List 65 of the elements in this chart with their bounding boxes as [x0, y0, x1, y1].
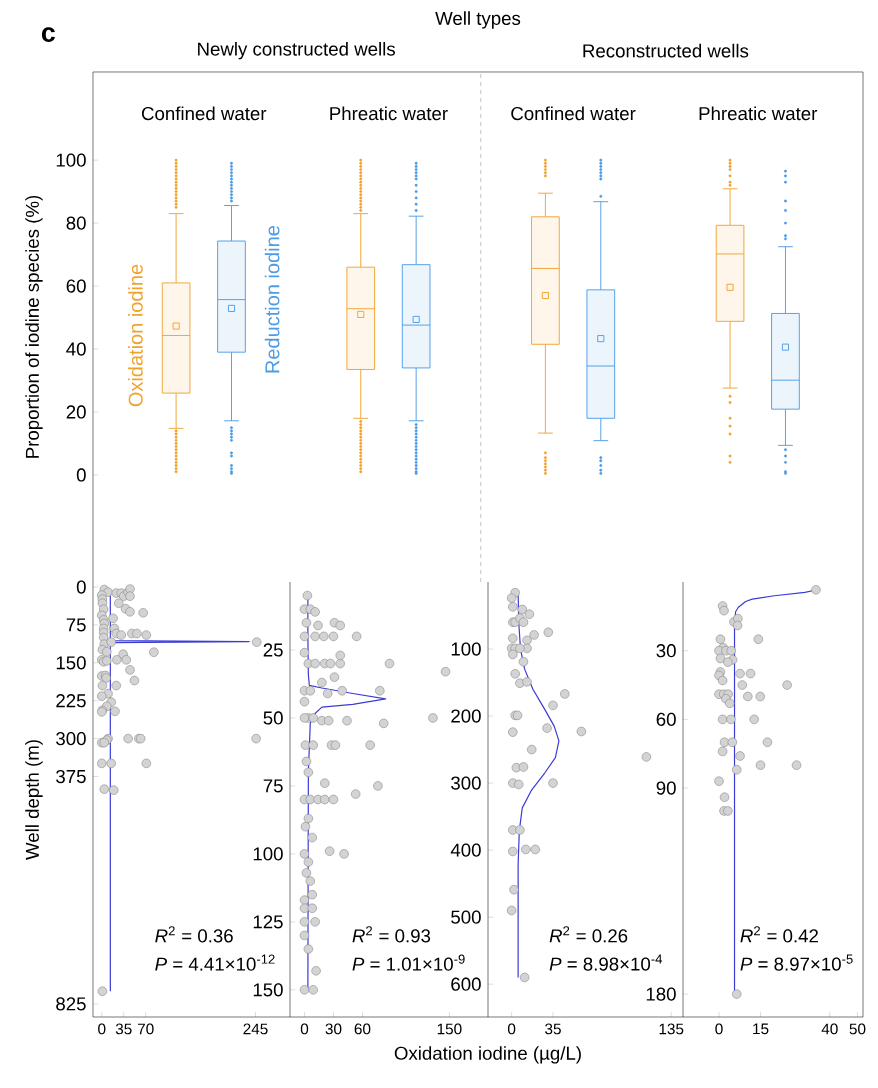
- text: c: [41, 27, 55, 42]
- x-tick-label: 15: [753, 1023, 769, 1035]
- x-tick-label: Confined water: [141, 106, 267, 121]
- x-tick-label: 35: [115, 1023, 132, 1035]
- y-tick-label: 600: [451, 977, 481, 991]
- x-tick-label: 0: [715, 1023, 723, 1035]
- y-tick-label: 30: [656, 644, 676, 658]
- y-tick-label: 75: [263, 779, 283, 793]
- y-tick-label: 150: [56, 656, 86, 670]
- y-tick-label: 200: [451, 709, 481, 723]
- x-tick-label: 135: [659, 1023, 684, 1035]
- y-tick-label: 100: [253, 847, 283, 861]
- y-tick-label: 90: [656, 781, 676, 795]
- y-tick-label: 100: [451, 642, 481, 656]
- chart-title: Well types: [435, 11, 521, 29]
- y-tick-label: 180: [646, 987, 676, 1001]
- x-tick-label: 30: [325, 1023, 342, 1035]
- y-tick-label: 25: [263, 643, 283, 657]
- x-tick-label: 0: [507, 1023, 516, 1035]
- x-tick-label: Phreatic water: [699, 106, 818, 121]
- annotation: R$^{2}$ = 0.36: [155, 926, 233, 943]
- x-axis-title: Oxidation iodine (µg/L): [394, 1046, 581, 1064]
- x-tick-label: Phreatic water: [330, 106, 448, 121]
- y-tick-label: 60: [656, 712, 676, 726]
- annotation: R$^{2}$ = 0.93: [352, 926, 431, 943]
- text: Reconstructed wells: [583, 43, 749, 58]
- y-tick-label: 100: [56, 153, 86, 167]
- x-tick-label: 40: [821, 1023, 838, 1035]
- x-tick-label: Confined water: [511, 106, 636, 121]
- y-tick-label: 300: [451, 776, 481, 790]
- y-tick-label: 375: [56, 769, 86, 784]
- x-tick-label: 150: [437, 1023, 462, 1035]
- x-tick-label: 0: [300, 1023, 309, 1035]
- y-tick-label: 400: [450, 843, 481, 857]
- x-tick-label: 70: [137, 1023, 154, 1035]
- x-tick-label: 50: [849, 1023, 866, 1035]
- x-tick-label: 245: [243, 1023, 268, 1035]
- y-axis-title: Well depth (m): [25, 740, 43, 860]
- text: Newly constructed wells: [198, 41, 395, 60]
- annotation: R$^{2}$ = 0.42: [740, 926, 818, 943]
- y-tick-label: 225: [56, 694, 86, 708]
- annotation: P = 8.98×10$^{-4}$: [549, 954, 663, 971]
- text: Reduction iodine: [264, 226, 280, 373]
- y-tick-label: 0: [76, 580, 86, 594]
- y-tick-label: 125: [253, 915, 283, 929]
- y-tick-label: 825: [56, 997, 86, 1011]
- x-tick-label: 60: [354, 1023, 371, 1035]
- y-tick-label: 20: [66, 405, 86, 419]
- y-tick-label: 75: [66, 618, 86, 632]
- y-axis-title: Proportion of iodine species (%): [25, 195, 43, 458]
- annotation: R$^{2}$ = 0.26: [549, 926, 628, 943]
- x-tick-label: 35: [545, 1023, 561, 1035]
- annotation: P = 4.41×10$^{-12}$: [155, 954, 275, 971]
- y-tick-label: 0: [76, 468, 86, 482]
- text: Oxidation iodine: [128, 264, 143, 407]
- y-tick-label: 80: [66, 216, 86, 230]
- annotation: P = 8.97×10$^{-5}$: [740, 954, 853, 971]
- y-tick-label: 500: [451, 910, 481, 924]
- y-tick-label: 60: [66, 279, 86, 293]
- y-tick-label: 300: [56, 732, 86, 746]
- y-tick-label: 150: [253, 983, 283, 997]
- annotation: P = 1.01×10$^{-9}$: [352, 954, 465, 971]
- y-tick-label: 40: [66, 342, 86, 356]
- x-tick-label: 0: [98, 1023, 106, 1035]
- y-tick-label: 50: [263, 711, 283, 725]
